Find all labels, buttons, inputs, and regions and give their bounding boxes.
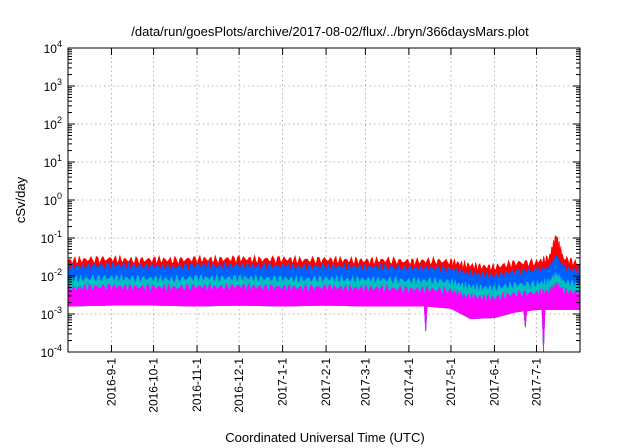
axis-ticks xyxy=(68,47,580,353)
y-tick-label: 10-2 xyxy=(41,267,62,284)
plot-series xyxy=(67,235,581,353)
x-tick-label: 2017-7-1 xyxy=(530,358,544,406)
y-tick-label: 10-4 xyxy=(41,343,62,360)
y-tick-labels: 10-4 10-3 10-2 10-1 100 101 102 103 104 xyxy=(41,39,62,360)
x-tick-label: 2016-10-1 xyxy=(147,358,161,413)
y-tick-label: 104 xyxy=(44,39,62,56)
y-tick-label: 100 xyxy=(44,191,62,208)
x-tick-labels: 2016-9-1 2016-10-1 2016-11-1 2016-12-1 2017-… xyxy=(104,358,543,413)
x-tick-label: 2016-11-1 xyxy=(190,358,204,412)
chart-title: /data/run/goesPlots/archive/2017-08-02/f… xyxy=(131,24,529,39)
x-tick-label: 2017-5-1 xyxy=(444,358,458,406)
x-tick-label: 2016-9-1 xyxy=(104,358,118,406)
y-tick-label: 103 xyxy=(44,77,62,94)
y-tick-label: 10-3 xyxy=(41,305,62,322)
x-tick-label: 2017-4-1 xyxy=(402,358,416,406)
x-tick-label: 2016-12-1 xyxy=(232,358,246,413)
y-axis-label: cSv/day xyxy=(13,176,28,223)
y-tick-label: 102 xyxy=(44,115,62,132)
x-tick-label: 2017-3-1 xyxy=(358,358,372,406)
x-axis-label: Coordinated Universal Time (UTC) xyxy=(225,430,424,445)
y-tick-label: 101 xyxy=(44,153,62,170)
y-tick-label: 10-1 xyxy=(41,229,62,246)
x-tick-label: 2017-2-1 xyxy=(319,358,333,406)
x-tick-label: 2017-6-1 xyxy=(487,358,501,406)
series-band xyxy=(67,281,581,353)
x-tick-label: 2017-1-1 xyxy=(276,358,290,406)
